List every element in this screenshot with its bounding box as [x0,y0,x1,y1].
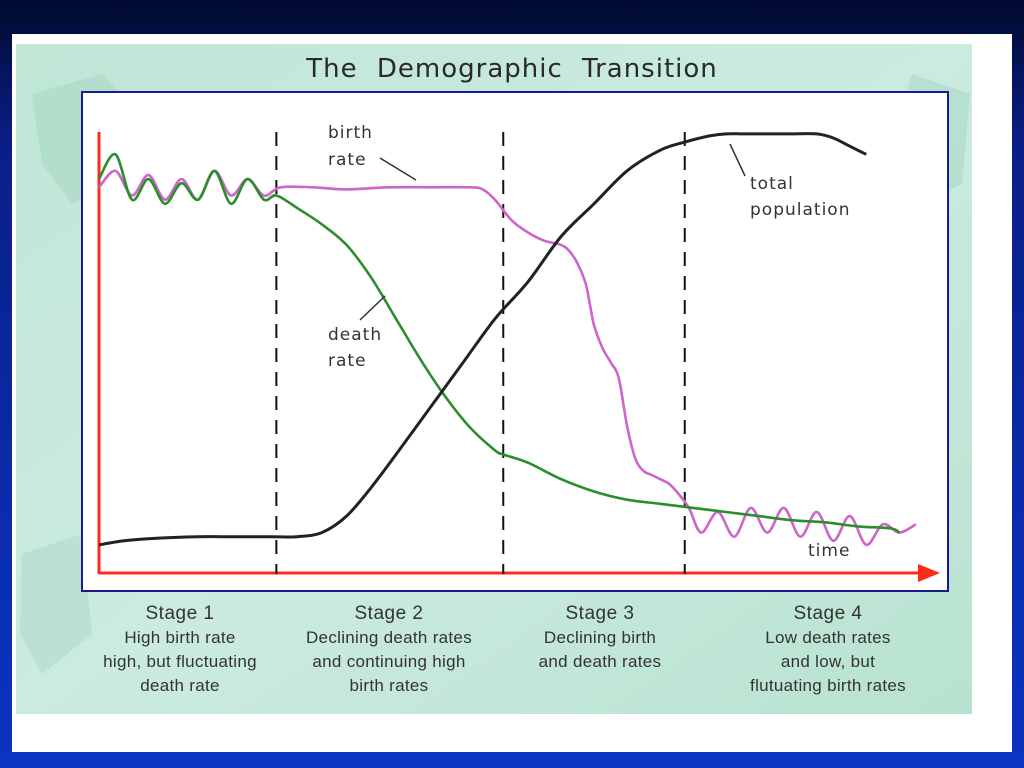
death-rate-label-line1: death [328,325,382,345]
stage-2-name: Stage 2 [354,603,424,624]
total-population-pointer [729,143,746,177]
chart-title: The Demographic Transition [306,54,718,84]
x-axis-arrowhead [918,564,940,582]
series-layer [97,132,917,547]
total-population-label-line2: population [750,200,850,220]
plot-frame [81,91,949,592]
stage-1-name: Stage 1 [145,603,215,624]
x-axis-label: time [808,541,850,561]
total-population-label-line1: total [750,174,794,194]
total-population-line [98,132,867,547]
stage-4-caption: Stage 4 Low death rates and low, but flu… [708,602,948,698]
death-rate-line [97,153,901,534]
death-rate-pointer [359,295,386,321]
stage-4-name: Stage 4 [793,603,863,624]
stage-4-description: Low death rates and low, but flutuating … [750,628,906,695]
birth-rate-label-line2: rate [328,150,367,170]
birth-rate-label-line1: birth [328,123,373,143]
death-rate-label-line2: rate [328,351,367,371]
stage-3-name: Stage 3 [565,603,635,624]
stage-3-caption: Stage 3 Declining birth and death rates [500,602,700,674]
stage-2-description: Declining death rates and continuing hig… [305,628,472,695]
stage-1-description: High birth rate high, but fluctuating de… [103,628,257,695]
label-pointers [359,143,746,321]
stage-2-caption: Stage 2 Declining death rates and contin… [274,602,504,698]
birth-rate-pointer [379,157,417,181]
stage-3-description: Declining birth and death rates [538,628,662,671]
chart-svg: birth rate death rate total population t… [81,91,949,592]
stage-1-caption: Stage 1 High birth rate high, but fluctu… [60,602,300,698]
slide-card: The Demographic Transition birth rate de… [12,34,1012,752]
